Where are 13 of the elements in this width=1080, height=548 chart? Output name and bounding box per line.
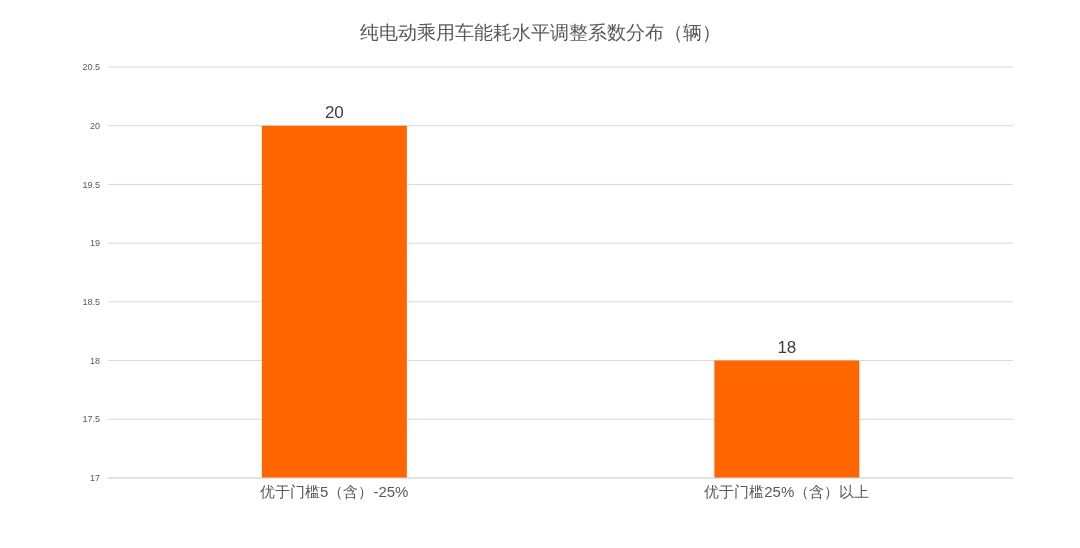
x-tick-label: 优于门槛5（含）-25% bbox=[260, 482, 409, 500]
y-tick-label: 19.5 bbox=[82, 179, 100, 190]
y-tick-label: 17.5 bbox=[82, 414, 100, 425]
y-tick-label: 17 bbox=[89, 473, 100, 484]
chart-title: 纯电动乘用车能耗水平调整系数分布（辆） bbox=[358, 21, 722, 45]
y-tick-label: 20 bbox=[89, 120, 100, 131]
y-tick-label: 20.5 bbox=[82, 62, 100, 73]
y-tick-label: 18.5 bbox=[82, 297, 100, 308]
y-tick-label: 18 bbox=[89, 355, 100, 366]
x-tick-label: 优于门槛25%（含）以上 bbox=[704, 482, 870, 500]
y-tick-label: 19 bbox=[89, 238, 100, 249]
data-label: 18 bbox=[777, 337, 797, 357]
data-label: 20 bbox=[324, 102, 344, 122]
